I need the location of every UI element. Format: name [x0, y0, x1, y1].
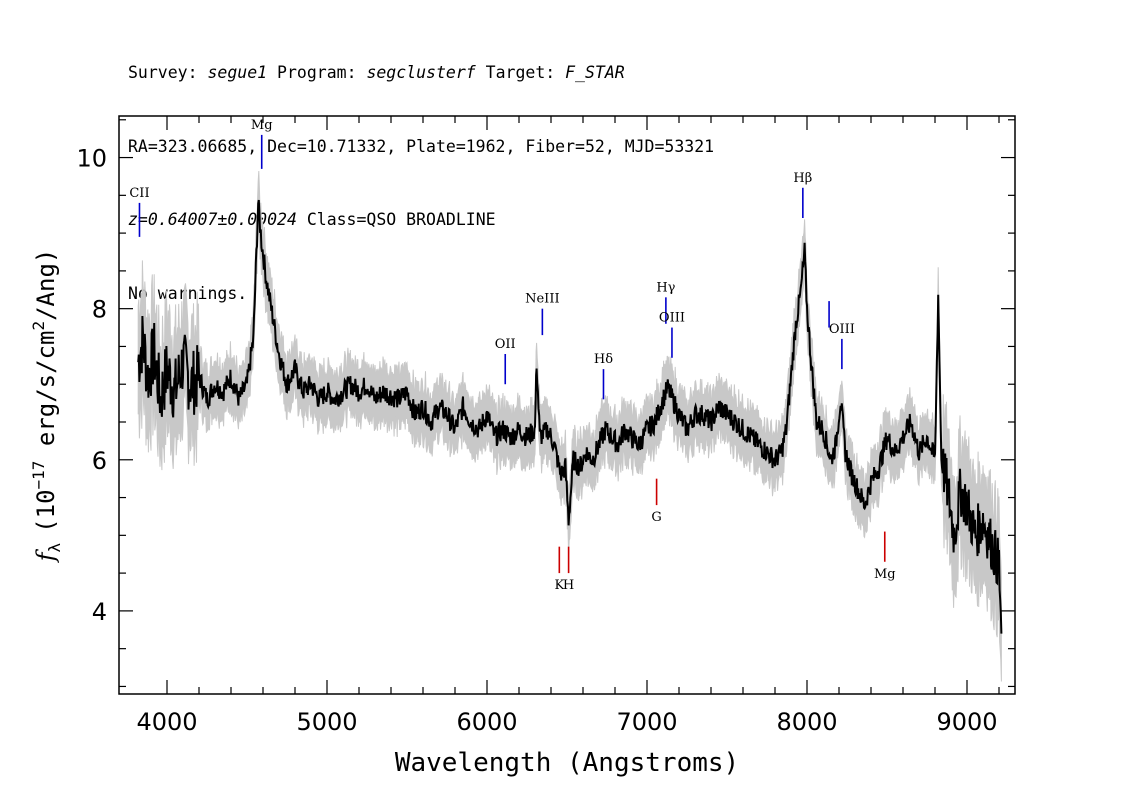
flux-line [137, 199, 1003, 634]
y-tick-label: 4 [92, 598, 107, 626]
spectrum-header: Survey: segue1 Program: segclusterf Targ… [128, 12, 714, 331]
plot-frame [118, 115, 1016, 695]
x-tick-label: 9000 [936, 708, 997, 736]
program-value: segclusterf [366, 63, 476, 82]
line-label-12: G [651, 510, 661, 525]
spectral-lines-layer: CII Mg OII NeIII Hδ Hγ OIII Hβ OIII KH G Mg [129, 118, 895, 593]
line-label-4: Hδ [594, 352, 613, 367]
survey-label: Survey: [128, 63, 208, 82]
line-label-1: Mg [251, 118, 273, 133]
y-tick-label: 10 [76, 145, 107, 173]
line-label-2: OII [495, 337, 516, 352]
class-value: Class=QSO BROADLINE [296, 210, 496, 229]
x-tick-label: 6000 [456, 708, 517, 736]
y-axis-label-post: /Ang) [32, 249, 60, 321]
error-band [137, 170, 1002, 682]
line-label-13: Mg [874, 567, 896, 582]
program-label: Program: [267, 63, 367, 82]
line-label-7: Hβ [793, 171, 812, 186]
header-line-redshift: z=0.64007±0.00024 Class=QSO BROADLINE [128, 208, 714, 233]
redshift-value: z=0.64007±0.00024 [128, 210, 297, 229]
line-label-8: OIII [829, 322, 855, 337]
x-tick-label: 7000 [616, 708, 677, 736]
line-label-6: OIII [659, 311, 685, 326]
x-tick-label: 5000 [296, 708, 357, 736]
x-axis-label: Wavelength (Angstroms) [395, 748, 739, 778]
y-axis-label-exp2: 2 [29, 321, 48, 331]
y-axis-label: fλ(10−17 erg/s/cm2/Ang) [29, 249, 64, 564]
target-label: Target: [475, 63, 566, 82]
y-axis-label-exp: −17 [29, 461, 48, 490]
header-line-survey: Survey: segue1 Program: segclusterf Targ… [128, 61, 714, 86]
line-label-0: CII [129, 186, 149, 201]
survey-value: segue1 [207, 63, 268, 82]
flux-layer [137, 199, 1003, 634]
target-value: F_STAR [565, 63, 625, 82]
line-label-3: NeIII [525, 292, 559, 307]
x-tick-label: 8000 [776, 708, 837, 736]
y-tick-label: 6 [92, 447, 107, 475]
y-axis-label-pre: (10 [32, 489, 60, 532]
line-label-11: H [563, 578, 574, 593]
header-line-coords: RA=323.06685, Dec=10.71332, Plate=1962, … [128, 136, 715, 156]
y-axis-label-mid: erg/s/cm [32, 331, 60, 461]
axis-ticks-layer: 4000 5000 6000 7000 8000 9000 4 6 8 10 [76, 116, 1015, 736]
line-label-10: K [554, 578, 564, 593]
y-axis-label-sub: λ [45, 542, 64, 552]
y-tick-label: 8 [92, 296, 107, 324]
error-band-layer [137, 170, 1002, 682]
x-tick-label: 4000 [136, 708, 197, 736]
line-label-5: Hγ [656, 280, 675, 295]
